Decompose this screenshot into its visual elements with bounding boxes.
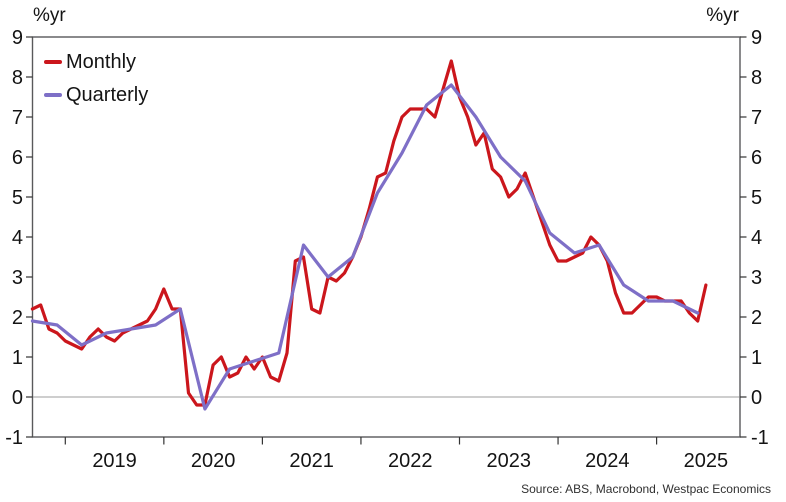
- legend-label-monthly: Monthly: [66, 50, 137, 73]
- y-tick-label-left: 6: [12, 147, 23, 169]
- y-tick-label-right: 4: [751, 227, 762, 249]
- y-tick-label-right: 1: [751, 347, 762, 369]
- y-axis-unit-label-left: %yr: [33, 5, 66, 26]
- y-tick-label-right: 5: [751, 187, 762, 209]
- y-tick-label-right: 8: [751, 67, 762, 89]
- y-tick-label-left: 2: [12, 307, 23, 329]
- y-tick-label-left: 4: [12, 227, 23, 249]
- y-tick-label-right: 6: [751, 147, 762, 169]
- y-axis-unit-label-right: %yr: [706, 5, 739, 26]
- y-tick-label-left: 1: [12, 347, 23, 369]
- y-tick-label-right: -1: [751, 427, 769, 449]
- x-year-label: 2020: [191, 450, 236, 472]
- legend-item-monthly: Monthly: [44, 45, 148, 78]
- y-tick-label-left: 9: [12, 27, 23, 49]
- monthly-series-line: [30, 59, 708, 407]
- x-year-label: 2024: [585, 450, 630, 472]
- monthly-line-swatch: [44, 59, 62, 64]
- source-note: Source: ABS, Macrobond, Westpac Economic…: [521, 482, 771, 496]
- legend-item-quarterly: Quarterly: [44, 78, 148, 111]
- x-year-label: 2022: [388, 450, 433, 472]
- legend: Monthly Quarterly: [44, 45, 148, 111]
- x-year-label: 2023: [487, 450, 532, 472]
- quarterly-line-swatch: [44, 92, 62, 97]
- x-year-label: 2025: [684, 450, 729, 472]
- y-tick-label-left: 7: [12, 107, 23, 129]
- legend-label-quarterly: Quarterly: [66, 83, 149, 106]
- y-tick-label-right: 2: [751, 307, 762, 329]
- y-tick-label-right: 7: [751, 107, 762, 129]
- y-tick-label-right: 3: [751, 267, 762, 289]
- y-tick-label-right: 0: [751, 387, 762, 409]
- quarterly-series-line: [30, 83, 700, 411]
- x-year-label: 2021: [289, 450, 334, 472]
- y-tick-label-left: 8: [12, 67, 23, 89]
- y-tick-label-left: -1: [5, 427, 23, 449]
- y-tick-label-right: 9: [751, 27, 762, 49]
- y-tick-label-left: 5: [12, 187, 23, 209]
- y-tick-label-left: 0: [12, 387, 23, 409]
- y-tick-label-left: 3: [12, 267, 23, 289]
- x-year-label: 2019: [92, 450, 137, 472]
